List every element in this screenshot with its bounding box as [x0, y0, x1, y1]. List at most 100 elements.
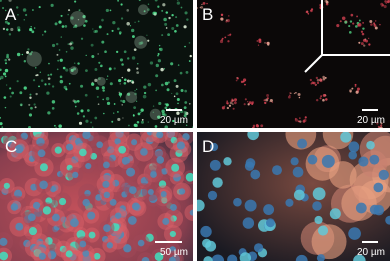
texture	[137, 4, 149, 16]
texture	[92, 126, 94, 128]
texture	[85, 54, 87, 57]
texture	[271, 101, 274, 103]
texture	[36, 74, 39, 77]
texture	[104, 50, 107, 54]
texture	[209, 142, 219, 152]
texture	[26, 50, 30, 54]
texture	[232, 107, 235, 110]
texture	[93, 30, 97, 34]
texture	[269, 101, 271, 103]
texture	[134, 21, 136, 24]
texture	[101, 18, 104, 22]
texture	[58, 20, 62, 24]
texture	[30, 25, 32, 28]
texture	[177, 102, 179, 105]
texture	[0, 122, 3, 126]
texture	[348, 24, 351, 28]
texture	[27, 213, 36, 222]
texture	[381, 4, 385, 7]
texture	[162, 3, 166, 7]
texture	[162, 217, 170, 225]
texture	[371, 130, 373, 132]
texture	[184, 45, 186, 48]
texture	[103, 191, 111, 199]
texture	[251, 102, 254, 106]
texture	[0, 75, 4, 80]
texture	[183, 106, 187, 110]
texture	[6, 28, 9, 31]
texture	[259, 128, 261, 130]
texture	[102, 98, 104, 101]
texture	[39, 180, 48, 190]
texture	[112, 21, 116, 25]
texture	[70, 16, 74, 20]
texture	[69, 66, 79, 75]
texture	[227, 34, 229, 36]
texture	[113, 112, 115, 114]
texture	[188, 60, 191, 62]
texture	[169, 230, 176, 238]
texture	[4, 68, 9, 73]
texture	[76, 112, 80, 115]
texture	[78, 121, 83, 125]
texture	[265, 42, 268, 44]
texture	[121, 76, 124, 79]
texture	[385, 2, 387, 4]
texture	[126, 79, 130, 83]
texture	[54, 146, 62, 154]
texture	[266, 94, 270, 97]
texture	[188, 42, 191, 44]
texture	[6, 16, 8, 19]
texture	[368, 43, 371, 46]
texture	[173, 95, 176, 98]
texture	[88, 231, 96, 239]
texture	[21, 53, 24, 56]
texture	[207, 190, 218, 201]
texture	[48, 82, 51, 86]
texture	[311, 224, 347, 260]
texture	[175, 92, 179, 96]
texture	[73, 100, 78, 104]
texture	[175, 84, 179, 88]
texture	[8, 33, 12, 36]
texture	[344, 20, 348, 24]
texture	[33, 103, 36, 106]
texture	[161, 9, 164, 12]
texture	[369, 154, 380, 165]
texture	[161, 109, 165, 114]
texture	[374, 26, 378, 30]
texture	[127, 216, 137, 225]
texture	[360, 30, 364, 33]
texture	[138, 41, 142, 46]
texture	[143, 91, 147, 95]
texture	[127, 57, 130, 60]
texture	[312, 187, 326, 201]
texture	[225, 19, 228, 22]
texture	[164, 81, 169, 86]
texture	[258, 38, 262, 42]
texture	[1, 126, 4, 128]
texture	[294, 117, 297, 120]
texture	[185, 111, 189, 116]
texture	[185, 172, 193, 182]
texture	[362, 21, 364, 24]
texture	[120, 99, 123, 102]
texture	[348, 141, 360, 153]
texture	[247, 103, 250, 106]
texture	[324, 76, 327, 79]
texture	[134, 92, 137, 96]
texture	[140, 41, 144, 45]
texture	[149, 61, 154, 65]
texture	[84, 93, 88, 97]
texture	[322, 75, 325, 79]
texture	[40, 79, 44, 82]
texture	[58, 124, 62, 128]
texture	[120, 17, 124, 20]
texture	[379, 126, 383, 128]
texture	[29, 27, 33, 32]
texture	[146, 34, 148, 36]
texture	[94, 78, 98, 83]
texture	[9, 87, 12, 90]
texture	[160, 67, 164, 72]
texture	[2, 72, 7, 76]
